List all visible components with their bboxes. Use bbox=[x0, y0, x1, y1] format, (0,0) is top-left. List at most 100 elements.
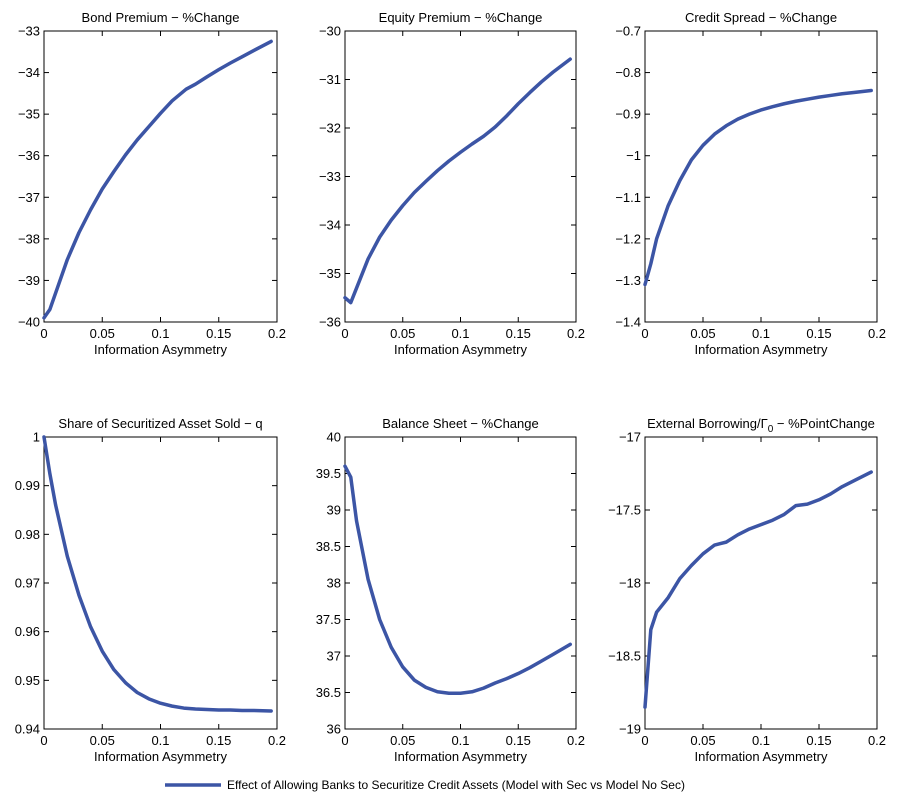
x-tick-label: 0.05 bbox=[390, 326, 415, 341]
y-tick-label: 39.5 bbox=[316, 466, 341, 481]
x-tick-label: 0.15 bbox=[806, 733, 831, 748]
x-tick-label: 0.2 bbox=[268, 326, 286, 341]
y-tick-label: 39 bbox=[327, 503, 341, 518]
x-tick-label: 0.05 bbox=[690, 326, 715, 341]
y-tick-label: 0.96 bbox=[15, 624, 40, 639]
panel-title: External Borrowing/Γ0 − %PointChange bbox=[647, 416, 875, 435]
plot-frame bbox=[344, 30, 577, 323]
panel-5: 0 0.05 0.1 0.15 0.2 36 36.5 37 37.5 38 38.5 39 39.5 4… bbox=[316, 416, 585, 764]
y-tick-label: −1.4 bbox=[615, 315, 641, 330]
x-tick-label: 0.2 bbox=[868, 733, 886, 748]
panel-6: 0 0.05 0.1 0.15 0.2 −19 −18.5 −18 −17.5 −17 Extern… bbox=[608, 416, 886, 764]
panel-title-main: Balance Sheet − %Change bbox=[382, 416, 538, 431]
y-tick-label: 1 bbox=[33, 430, 40, 445]
y-tick-label: 37.5 bbox=[316, 612, 341, 627]
y-tick-label: −0.7 bbox=[615, 24, 641, 39]
y-tick-label: −17 bbox=[619, 430, 641, 445]
series-line-1 bbox=[643, 88, 873, 287]
series-line-1 bbox=[42, 435, 273, 713]
x-tick-label: 0.15 bbox=[206, 326, 231, 341]
x-tick-label: 0.05 bbox=[90, 733, 115, 748]
x-tick-label: 0 bbox=[641, 326, 648, 341]
panel-4: 0 0.05 0.1 0.15 0.2 0.94 0.95 0.96 0.97 0.98 0.99 1… bbox=[15, 416, 286, 764]
x-tick-label: 0.1 bbox=[451, 326, 469, 341]
y-tick-label: −31 bbox=[319, 72, 341, 87]
y-tick-label: −33 bbox=[18, 24, 40, 39]
series-line-1 bbox=[42, 39, 273, 320]
x-axis-label: Information Asymmetry bbox=[695, 749, 828, 764]
y-tick-label: −1.1 bbox=[615, 190, 641, 205]
y-tick-label: −35 bbox=[319, 266, 341, 281]
y-tick-label: −34 bbox=[319, 218, 341, 233]
x-axis-label: Information Asymmetry bbox=[394, 342, 527, 357]
y-tick-label: −18.5 bbox=[608, 649, 641, 664]
series-line-1 bbox=[343, 464, 572, 695]
panel-2: 0 0.05 0.1 0.15 0.2 −36 −35 −34 −33 −32 −31 −30 Equi… bbox=[319, 10, 585, 357]
x-tick-label: 0.2 bbox=[268, 733, 286, 748]
y-tick-label: −0.8 bbox=[615, 65, 641, 80]
y-tick-label: −1 bbox=[626, 148, 641, 163]
y-tick-label: −37 bbox=[18, 190, 40, 205]
panel-1: 0 0.05 0.1 0.15 0.2 −40 −39 −38 −37 −36 −35 −34 −33 B… bbox=[18, 10, 286, 357]
x-tick-label: 0.2 bbox=[868, 326, 886, 341]
y-tick-label: 0.98 bbox=[15, 527, 40, 542]
y-tick-label: 36.5 bbox=[316, 685, 341, 700]
x-axis-label: Information Asymmetry bbox=[394, 749, 527, 764]
y-tick-label: −33 bbox=[319, 169, 341, 184]
y-tick-label: −40 bbox=[18, 315, 40, 330]
y-tick-label: −36 bbox=[319, 315, 341, 330]
y-tick-label: 0.99 bbox=[15, 478, 40, 493]
x-tick-label: 0.15 bbox=[506, 733, 531, 748]
plot-frame bbox=[644, 436, 878, 730]
x-tick-label: 0.15 bbox=[506, 326, 531, 341]
y-tick-label: −0.9 bbox=[615, 107, 641, 122]
x-tick-label: 0.2 bbox=[567, 326, 585, 341]
y-tick-label: −35 bbox=[18, 107, 40, 122]
x-axis-label: Information Asymmetry bbox=[94, 749, 227, 764]
x-tick-label: 0 bbox=[341, 326, 348, 341]
panel-title: Share of Securitized Asset Sold − q bbox=[58, 416, 262, 431]
y-tick-label: 0.95 bbox=[15, 673, 40, 688]
panel-title-suffix: − %PointChange bbox=[773, 416, 875, 431]
panel-title: Bond Premium − %Change bbox=[82, 10, 240, 25]
panel-title-main: Share of Securitized Asset Sold − q bbox=[58, 416, 262, 431]
y-tick-label: 36 bbox=[327, 722, 341, 737]
x-tick-label: 0.05 bbox=[390, 733, 415, 748]
y-tick-label: 0.97 bbox=[15, 576, 40, 591]
panel-title: Credit Spread − %Change bbox=[685, 10, 837, 25]
plot-frame bbox=[43, 30, 278, 323]
plot-frame bbox=[43, 436, 278, 730]
y-tick-label: −39 bbox=[18, 273, 40, 288]
y-tick-label: 40 bbox=[327, 430, 341, 445]
legend-label: Effect of Allowing Banks to Securitize C… bbox=[227, 778, 685, 792]
x-tick-label: 0.05 bbox=[90, 326, 115, 341]
x-tick-label: 0.1 bbox=[151, 733, 169, 748]
y-tick-label: 0.94 bbox=[15, 722, 40, 737]
x-axis-label: Information Asymmetry bbox=[94, 342, 227, 357]
y-tick-label: −34 bbox=[18, 65, 40, 80]
y-tick-label: −1.3 bbox=[615, 273, 641, 288]
panel-title-main: Bond Premium − %Change bbox=[82, 10, 240, 25]
x-tick-label: 0 bbox=[40, 733, 47, 748]
x-tick-label: 0.15 bbox=[806, 326, 831, 341]
y-tick-label: 37 bbox=[327, 649, 341, 664]
series-line-1 bbox=[643, 470, 873, 709]
x-tick-label: 0.05 bbox=[690, 733, 715, 748]
panel-title-subscript: 0 bbox=[768, 424, 774, 435]
panel-3: 0 0.05 0.1 0.15 0.2 −1.4 −1.3 −1.2 −1.1 −1 −0.9 −0.… bbox=[615, 10, 886, 357]
x-tick-label: 0.1 bbox=[752, 326, 770, 341]
y-tick-label: 38 bbox=[327, 576, 341, 591]
y-tick-label: −17.5 bbox=[608, 503, 641, 518]
panel-title: Equity Premium − %Change bbox=[379, 10, 543, 25]
y-tick-label: −38 bbox=[18, 231, 40, 246]
x-tick-label: 0 bbox=[40, 326, 47, 341]
y-tick-label: −30 bbox=[319, 24, 341, 39]
x-tick-label: 0 bbox=[641, 733, 648, 748]
x-tick-label: 0.15 bbox=[206, 733, 231, 748]
x-tick-label: 0.1 bbox=[151, 326, 169, 341]
panel-title-main: Equity Premium − %Change bbox=[379, 10, 543, 25]
x-tick-label: 0.1 bbox=[451, 733, 469, 748]
plot-frame bbox=[644, 30, 878, 323]
series-line-1 bbox=[343, 57, 572, 305]
